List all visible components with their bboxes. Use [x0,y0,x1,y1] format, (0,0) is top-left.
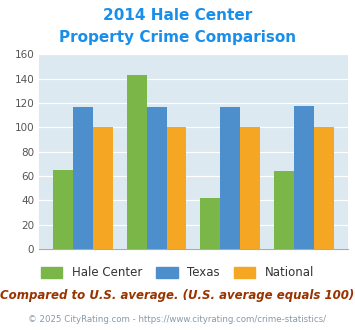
Bar [93,127,113,249]
Bar [240,127,260,249]
Bar [53,170,73,249]
Bar [274,171,294,249]
Text: Property Crime Comparison: Property Crime Comparison [59,30,296,45]
Bar [294,106,314,249]
Bar [73,107,93,249]
Bar [220,107,240,249]
Bar [201,198,220,249]
Bar [166,127,186,249]
Text: Compared to U.S. average. (U.S. average equals 100): Compared to U.S. average. (U.S. average … [0,289,355,302]
Text: © 2025 CityRating.com - https://www.cityrating.com/crime-statistics/: © 2025 CityRating.com - https://www.city… [28,315,327,324]
Bar [147,107,166,249]
Bar [314,127,334,249]
Legend: Hale Center, Texas, National: Hale Center, Texas, National [36,262,319,284]
Bar [127,75,147,249]
Text: 2014 Hale Center: 2014 Hale Center [103,8,252,23]
